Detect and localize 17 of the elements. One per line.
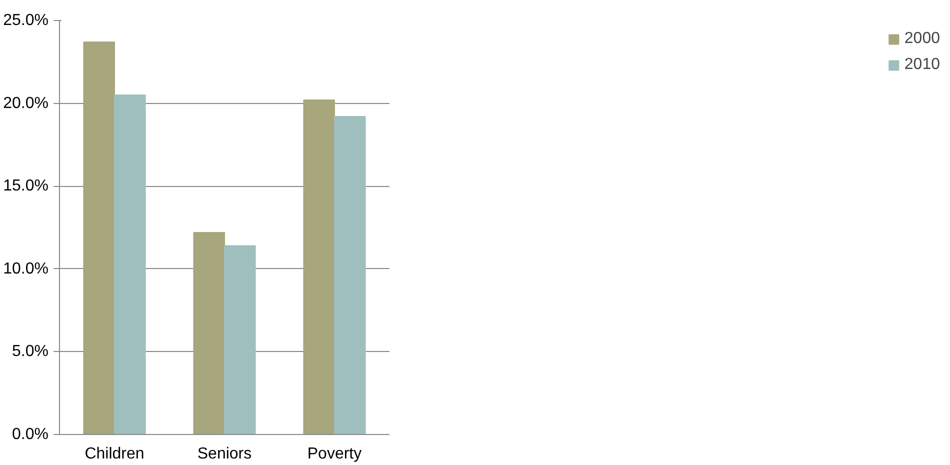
legend-label: 2010 [904, 56, 940, 74]
bar [303, 99, 335, 434]
legend-label: 2000 [904, 30, 940, 48]
x-tick-label: Poverty [307, 446, 362, 462]
bar [83, 42, 115, 434]
y-tick-label: 15.0% [3, 178, 49, 195]
y-tick-label: 20.0% [3, 94, 49, 112]
bar [193, 232, 225, 434]
y-tick-label: 0.0% [12, 426, 48, 443]
y-tick-label: 10.0% [3, 260, 49, 278]
bar [334, 116, 366, 434]
bar [114, 94, 146, 434]
bar [224, 245, 256, 434]
y-tick-label: 5.0% [12, 343, 48, 360]
x-tick-label: Seniors [197, 446, 252, 462]
x-tick-label: Children [84, 446, 144, 462]
y-tick-label: 25.0% [3, 12, 49, 29]
